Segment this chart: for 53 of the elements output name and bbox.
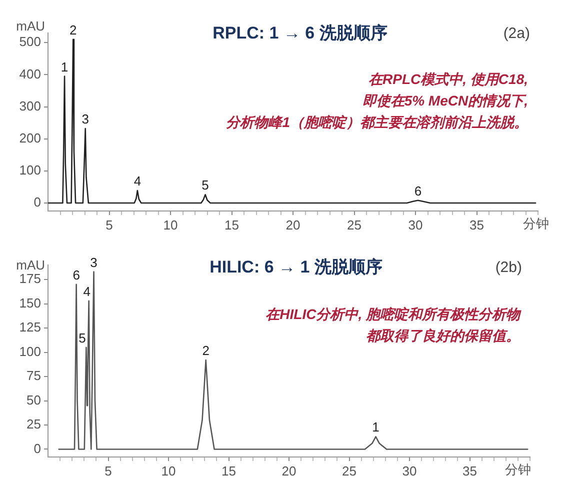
chart-subtitle: (2a)	[503, 25, 530, 42]
annotation: 都取得了良好的保留值。	[366, 327, 520, 344]
chart-title: HILIC: 6 → 1 洗脱顺序	[210, 258, 382, 277]
annotation: 即使在5% MeCN的情况下,	[362, 92, 528, 108]
x-tick-label: 15	[222, 463, 236, 478]
x-tick-label: 25	[347, 217, 362, 232]
x-tick-label: 30	[402, 463, 417, 478]
annotation: 3	[82, 112, 89, 127]
x-tick-label: 15	[224, 217, 239, 232]
y-tick-label: 100	[19, 162, 41, 178]
y-tick-label: 500	[19, 34, 41, 50]
y-tick-label: 50	[26, 392, 41, 408]
annotation: 1	[372, 420, 380, 435]
annotation: 5	[78, 330, 86, 346]
y-tick-label: 150	[19, 295, 41, 310]
annotation: 1	[60, 59, 68, 74]
y-tick-label: 75	[26, 368, 41, 384]
x-tick-label: 35	[462, 463, 477, 478]
y-tick-label: 0	[34, 194, 41, 210]
annotation: 2	[202, 343, 210, 358]
y-tick-label: 400	[19, 66, 41, 82]
x-tick-label: 35	[470, 217, 484, 232]
x-tick-label: 10	[163, 217, 178, 232]
x-tick-label: 25	[342, 463, 356, 478]
y-tick-label: 300	[19, 98, 41, 114]
annotation: 6	[414, 183, 422, 198]
x-axis-title: 分钟	[505, 462, 531, 478]
annotation: 在RPLC模式中, 使用C18,	[368, 70, 528, 87]
annotation: 在HILIC分析中, 胞嘧啶和所有极性分析物	[266, 306, 522, 322]
x-axis-title: 分钟	[523, 216, 549, 232]
x-tick-label: 20	[286, 217, 300, 232]
x-tick-label: 30	[408, 217, 423, 232]
chart-subtitle: (2b)	[495, 259, 522, 276]
y-tick-label: 25	[26, 416, 41, 432]
annotation: 4	[134, 174, 142, 189]
x-tick-label: 20	[282, 463, 296, 478]
x-tick-label: 10	[161, 463, 176, 478]
annotation: 5	[202, 178, 209, 193]
y-tick-label: 200	[19, 130, 41, 146]
y-tick-label: 175	[19, 271, 41, 286]
y-tick-label: 0	[34, 440, 41, 456]
y-tick-label: 100	[19, 344, 41, 359]
annotation: 3	[90, 254, 98, 270]
y-tick-label: 125	[19, 320, 41, 335]
annotation: 2	[69, 22, 77, 38]
annotation: 4	[83, 284, 90, 299]
x-tick-label: 5	[106, 217, 113, 232]
y-axis-title: mAU	[16, 258, 45, 273]
chart-title: RPLC: 1 → 6 洗脱顺序	[212, 24, 388, 43]
annotation: 6	[72, 267, 80, 282]
annotation: 分析物峰1（胞嘧啶）都主要在溶剂前沿上洗脱。	[226, 114, 528, 130]
y-axis-title: mAU	[16, 18, 45, 34]
x-tick-label: 5	[104, 463, 112, 478]
